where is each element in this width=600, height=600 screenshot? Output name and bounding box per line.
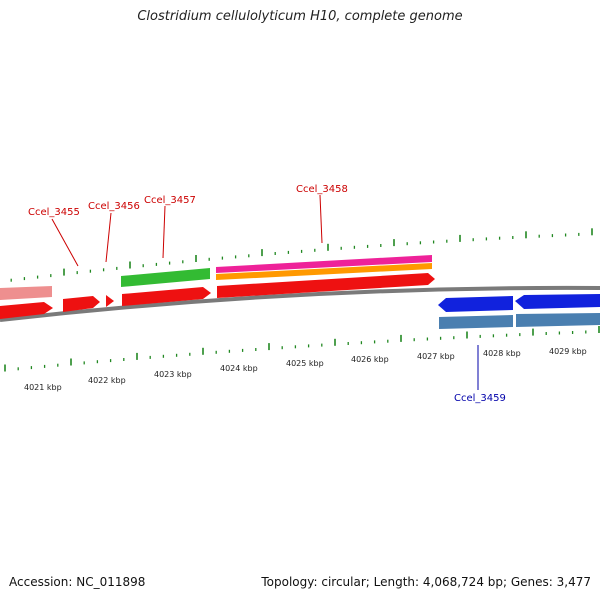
gene-orange-feature[interactable]: [216, 263, 432, 280]
inner-tick-marks: [4, 326, 600, 372]
gene-steel-feature-1[interactable]: [439, 315, 513, 329]
kbp-label: 4029 kbp: [549, 347, 587, 356]
kbp-label: 4024 kbp: [220, 364, 258, 373]
gene-label-ccel-3455: Ccel_3455: [28, 207, 80, 218]
gene-ccel-3458-arrow[interactable]: [217, 273, 435, 298]
leader-ccel-3455: [51, 218, 79, 267]
kbp-label: 4025 kbp: [286, 359, 324, 368]
genome-title: Clostridium cellulolyticum H10, complete…: [137, 9, 463, 24]
kbp-label: 4023 kbp: [154, 370, 192, 379]
kbp-label: 4027 kbp: [417, 352, 455, 361]
gene-magenta-feature[interactable]: [216, 255, 432, 273]
gene-ccel-3456-arrow[interactable]: [106, 295, 114, 307]
genome-backbone: [0, 285, 600, 322]
gene-ccel-3454-arrow[interactable]: [0, 302, 53, 319]
gene-ccel-3455-arrow[interactable]: [63, 296, 100, 312]
gene-label-ccel-3458: Ccel_3458: [296, 184, 348, 195]
gene-ccel-3459-arrow[interactable]: [438, 296, 513, 312]
leader-ccel-3458: [319, 194, 323, 244]
kbp-label: 4028 kbp: [483, 349, 521, 358]
gene-green-feature[interactable]: [121, 268, 210, 287]
kbp-label: 4026 kbp: [351, 355, 389, 364]
gene-label-ccel-3459: Ccel_3459: [454, 393, 506, 404]
accession-text: Accession: NC_011898: [9, 575, 146, 589]
genome-summary-text: Topology: circular; Length: 4,068,724 bp…: [261, 575, 591, 589]
gene-label-ccel-3457: Ccel_3457: [144, 195, 196, 206]
outer-tick-marks: [10, 228, 593, 282]
gene-pink-feature[interactable]: [0, 286, 52, 300]
gene-ccel-3457-arrow[interactable]: [122, 287, 211, 306]
kbp-label: 4021 kbp: [24, 383, 62, 392]
kbp-label: 4022 kbp: [88, 376, 126, 385]
gene-label-ccel-3456: Ccel_3456: [88, 201, 140, 212]
leader-ccel-3457: [162, 205, 166, 259]
gene-steel-feature-2[interactable]: [516, 313, 600, 327]
gene-ccel-3460-arrow[interactable]: [515, 294, 600, 309]
leader-ccel-3456: [105, 212, 112, 263]
